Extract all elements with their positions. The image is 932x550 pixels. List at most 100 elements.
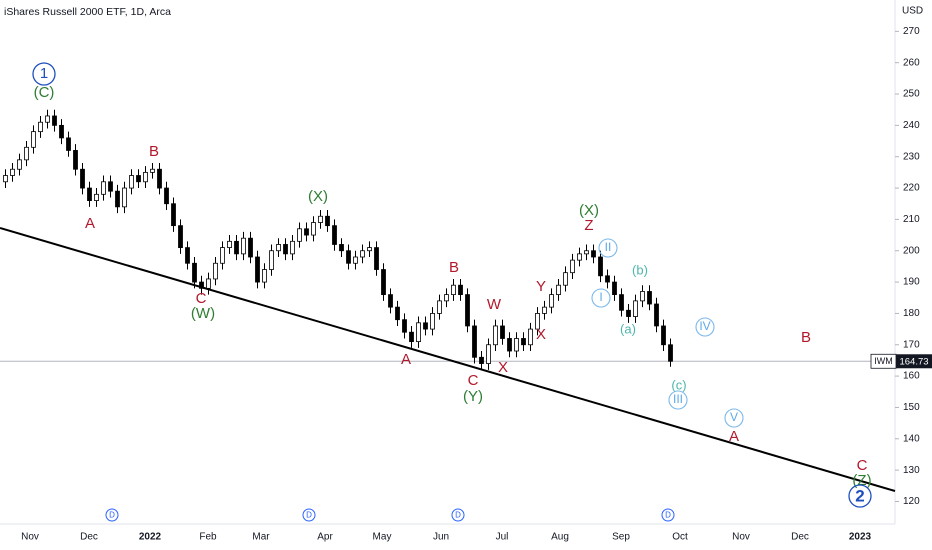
candle-body	[514, 338, 519, 352]
candle-body	[423, 322, 428, 330]
candle-body	[668, 344, 673, 362]
x-tick-label: Jul	[496, 532, 509, 543]
dividend-label: D	[665, 511, 671, 520]
wave-circle	[848, 484, 872, 508]
wave-label: W	[487, 296, 502, 313]
y-tick-label: 170	[903, 339, 920, 350]
x-tick-label: Sep	[612, 532, 630, 543]
annotations: 1 (C) B A C (W) (X) A B C (Y) W X Y X (X…	[32, 62, 872, 508]
candle-body	[276, 244, 281, 252]
dividend-marker	[105, 508, 119, 522]
candle-body	[87, 187, 92, 201]
candle-body	[661, 325, 666, 346]
wave-label: 2	[855, 486, 864, 505]
wave-label: A	[729, 428, 739, 445]
candle-body	[402, 319, 407, 333]
candle-body	[122, 187, 127, 208]
candle-body	[640, 291, 645, 302]
candle-body	[591, 250, 596, 258]
candle-body	[31, 131, 36, 148]
candle-body	[626, 309, 631, 317]
candle-body	[388, 294, 393, 308]
wave-label: C	[468, 372, 479, 389]
dividend-label: D	[455, 511, 461, 520]
x-tick-label: 2022	[139, 532, 162, 543]
candle-body	[311, 222, 316, 236]
candle-body	[500, 325, 505, 339]
candle-body	[367, 247, 372, 252]
x-tick-label: Nov	[732, 532, 750, 543]
candle-body	[374, 247, 379, 270]
candle-body	[3, 175, 8, 183]
candle-body	[451, 284, 456, 296]
wave-label: Y	[536, 278, 546, 295]
candle-body	[325, 215, 330, 227]
candle-body	[465, 294, 470, 327]
candle-body	[234, 240, 239, 255]
x-tick-label: Oct	[672, 532, 688, 543]
trend-line	[0, 227, 896, 492]
candle-body	[633, 300, 638, 317]
candle-body	[52, 115, 57, 126]
candle-body	[66, 137, 71, 151]
candle-body	[395, 306, 400, 321]
dividend-label: D	[306, 511, 312, 520]
candle-body	[213, 262, 218, 280]
candle-body	[101, 181, 106, 195]
price-box	[896, 354, 932, 369]
wave-label: A	[401, 351, 411, 368]
wave-circle	[724, 408, 744, 428]
candle-body	[227, 240, 232, 248]
dividend-marker	[661, 508, 675, 522]
candle-body	[521, 338, 526, 346]
candle-body	[598, 256, 603, 277]
x-tick-label: Dec	[791, 532, 809, 543]
candle-body	[542, 306, 547, 314]
last-price-label: 164.73	[899, 356, 928, 367]
candle-body	[199, 281, 204, 289]
wave-label: IV	[699, 319, 710, 333]
x-tick-label: Nov	[21, 532, 39, 543]
candle-body	[17, 159, 22, 170]
wave-label: (Y)	[463, 388, 483, 405]
candle-body	[619, 294, 624, 311]
candle-body	[143, 171, 148, 183]
candle-body	[437, 300, 442, 314]
x-tick-label: Jun	[433, 532, 449, 543]
y-tick-label: 230	[903, 151, 920, 162]
wave-label: I	[599, 290, 602, 304]
wave-circle	[668, 390, 688, 410]
candle-body	[157, 168, 162, 189]
candle-body	[192, 262, 197, 283]
candle-body	[416, 322, 421, 343]
y-tick-label: 240	[903, 120, 920, 131]
grid	[0, 0, 899, 525]
candle-body	[409, 331, 414, 343]
candle-body	[115, 190, 120, 208]
wave-label: (W)	[191, 305, 215, 322]
candle-body	[577, 253, 582, 261]
candle-body	[444, 294, 449, 302]
candle-body	[262, 269, 267, 283]
x-tick-label: Apr	[317, 532, 333, 543]
candle-body	[507, 338, 512, 352]
candle-body	[479, 356, 484, 364]
wave-label: B	[801, 329, 811, 346]
candle-body	[185, 247, 190, 264]
candle-body	[360, 250, 365, 258]
candle-body	[486, 344, 491, 364]
y-tick-label: 250	[903, 89, 920, 100]
candle-body	[171, 203, 176, 227]
wave-label: (b)	[632, 262, 648, 277]
y-tick-label: 270	[903, 26, 920, 37]
x-tick-label: Aug	[551, 532, 569, 543]
wave-label: X	[498, 359, 508, 376]
candle-body	[647, 291, 652, 305]
candle-body	[556, 284, 561, 296]
candle-body	[59, 124, 64, 139]
candle-body	[255, 256, 260, 283]
candle-body	[73, 150, 78, 170]
y-tick-label: 200	[903, 245, 920, 256]
candle-body	[605, 275, 610, 283]
candle-body	[94, 193, 99, 201]
